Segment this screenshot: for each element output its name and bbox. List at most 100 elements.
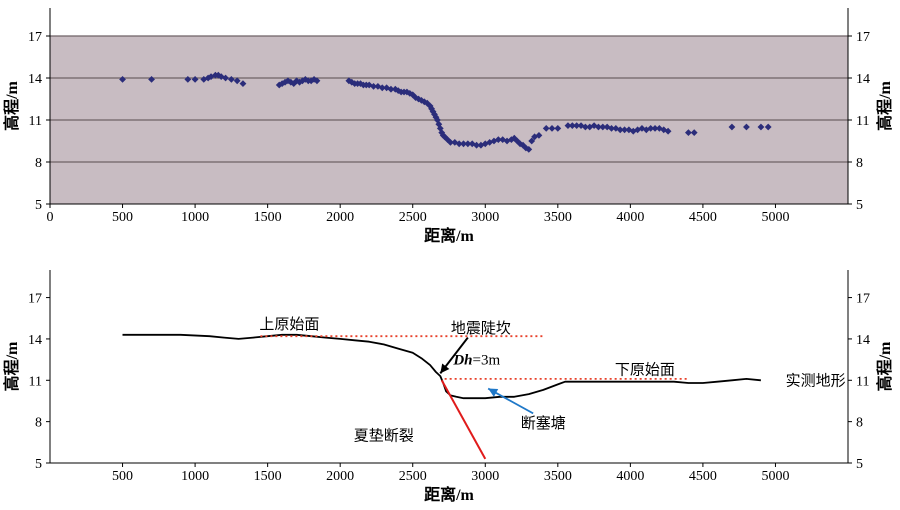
- data-point: [460, 140, 467, 148]
- data-point: [299, 77, 306, 85]
- label-scarp: 地震陡坎: [451, 320, 511, 337]
- y-tick-label-left: 5: [35, 457, 42, 472]
- data-point: [621, 126, 628, 134]
- x-tick-label: 1500: [254, 210, 282, 225]
- data-point: [293, 77, 301, 85]
- data-point: [387, 85, 395, 93]
- data-point: [757, 123, 765, 131]
- data-point: [519, 141, 527, 149]
- data-point: [431, 111, 438, 118]
- label-lower-surface: 下原始面: [615, 361, 675, 378]
- data-point: [531, 133, 539, 141]
- data-point: [119, 76, 126, 83]
- data-point: [217, 73, 225, 80]
- data-point: [554, 125, 562, 132]
- y-tick-label-left: 8: [35, 156, 42, 171]
- y-tick-label-right: 8: [856, 416, 863, 431]
- fault-line: [440, 379, 487, 460]
- data-point: [685, 129, 692, 136]
- data-point: [307, 77, 315, 85]
- label-upper-surface: 上原始面: [259, 316, 319, 333]
- data-point: [581, 123, 589, 131]
- data-point: [403, 88, 411, 96]
- data-point: [148, 76, 155, 83]
- sag-pond-arrow-head: [488, 388, 499, 397]
- data-point: [590, 122, 598, 129]
- data-point: [542, 125, 550, 132]
- x-tick-label: 4500: [689, 210, 717, 225]
- chart-panel-2: 500 1000 1500 2000 2500 3000 3500 4000 4500 5000 5…: [2, 270, 894, 504]
- label-measured-terrain: 实测地形: [786, 372, 846, 389]
- x-tick-label: 1000: [181, 469, 209, 484]
- data-point: [214, 71, 222, 79]
- x-tick-label: 4500: [689, 469, 717, 484]
- data-point: [374, 83, 382, 90]
- x-tick-label: 2500: [399, 210, 427, 225]
- data-point: [528, 137, 536, 145]
- data-point: [290, 80, 298, 87]
- data-point: [239, 80, 247, 87]
- data-point: [200, 76, 208, 83]
- data-point: [664, 127, 672, 135]
- data-point: [412, 94, 420, 101]
- data-point: [441, 133, 449, 141]
- data-point: [573, 122, 581, 129]
- data-point: [473, 141, 480, 149]
- y-tick-label-left: 5: [35, 198, 42, 213]
- data-point: [494, 136, 502, 143]
- x-tick-label: 2000: [326, 210, 354, 225]
- y-tick-label-right: 17: [856, 292, 870, 307]
- data-point: [586, 123, 594, 131]
- y-tick-label-left: 11: [29, 374, 42, 389]
- data-point: [728, 123, 736, 131]
- x-tick-label: 3000: [471, 469, 499, 484]
- x-tick-label: 3500: [544, 210, 572, 225]
- data-point: [233, 77, 241, 85]
- data-point: [595, 123, 602, 131]
- data-point: [647, 125, 655, 132]
- data-point: [278, 80, 286, 87]
- y-axis-label-left: 高程/m: [2, 341, 21, 391]
- x-tick-label: 2000: [326, 469, 354, 484]
- x-tick-label: 5000: [761, 210, 789, 225]
- data-point: [447, 139, 454, 146]
- data-point: [406, 90, 414, 97]
- data-point: [394, 87, 402, 94]
- y-axis-label-left: 高程/m: [2, 80, 21, 130]
- data-point: [468, 140, 476, 148]
- data-point: [577, 122, 585, 129]
- y-tick-label-right: 17: [856, 30, 870, 45]
- data-point: [435, 120, 443, 128]
- data-point: [383, 84, 391, 92]
- data-point: [464, 140, 472, 148]
- data-point: [638, 125, 646, 132]
- data-point: [535, 132, 543, 139]
- label-fault: 夏垫断裂: [354, 427, 414, 444]
- x-tick-label: 500: [112, 210, 133, 225]
- y-tick-label-left: 14: [28, 72, 42, 87]
- data-point: [510, 134, 518, 142]
- x-axis-label: 距离/m: [424, 485, 474, 504]
- data-point: [690, 129, 698, 136]
- y-tick-label-right: 5: [856, 457, 863, 472]
- data-point: [455, 140, 463, 148]
- y-tick-label-right: 11: [856, 374, 869, 389]
- data-point: [599, 123, 607, 131]
- y-tick-label-left: 8: [35, 416, 42, 431]
- data-point: [227, 76, 235, 83]
- data-point: [207, 73, 215, 80]
- y-tick-label-right: 11: [856, 114, 869, 129]
- data-point: [548, 125, 556, 132]
- data-point: [191, 76, 199, 83]
- data-point: [313, 77, 321, 85]
- y-tick-label-right: 14: [856, 333, 870, 348]
- dh-label-symbol: Dh: [452, 353, 472, 369]
- chart-panel-1: 0 500 1000 1500 2000 2500 3000 3500 4000 4500 5000…: [2, 8, 894, 245]
- x-tick-label: 1500: [254, 469, 282, 484]
- dh-label: Dh=3m: [452, 353, 500, 369]
- data-point: [370, 83, 377, 90]
- y-axis-label-right: 高程/m: [875, 80, 894, 130]
- data-point: [426, 102, 434, 110]
- data-point: [222, 74, 229, 82]
